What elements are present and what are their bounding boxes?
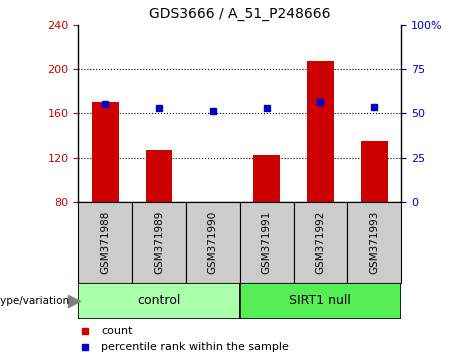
Text: SIRT1 null: SIRT1 null (290, 295, 351, 307)
FancyBboxPatch shape (240, 202, 294, 283)
Text: GSM371992: GSM371992 (315, 211, 325, 274)
Text: GSM371989: GSM371989 (154, 211, 164, 274)
Text: GSM371991: GSM371991 (261, 211, 272, 274)
Bar (253, 155, 280, 202)
FancyBboxPatch shape (78, 283, 240, 319)
Text: GSM371993: GSM371993 (369, 211, 379, 274)
Text: count: count (101, 326, 132, 336)
Text: GSM371990: GSM371990 (208, 211, 218, 274)
FancyBboxPatch shape (240, 283, 401, 319)
Text: genotype/variation: genotype/variation (0, 296, 69, 306)
Text: control: control (137, 295, 181, 307)
Bar (307, 61, 334, 202)
Bar (146, 150, 172, 202)
Bar (361, 141, 388, 202)
Text: GSM371988: GSM371988 (100, 211, 110, 274)
FancyBboxPatch shape (78, 202, 132, 283)
Bar (92, 102, 118, 202)
FancyBboxPatch shape (186, 202, 240, 283)
FancyBboxPatch shape (294, 202, 347, 283)
Title: GDS3666 / A_51_P248666: GDS3666 / A_51_P248666 (149, 7, 331, 21)
Text: percentile rank within the sample: percentile rank within the sample (101, 342, 289, 352)
FancyBboxPatch shape (347, 202, 401, 283)
FancyBboxPatch shape (132, 202, 186, 283)
